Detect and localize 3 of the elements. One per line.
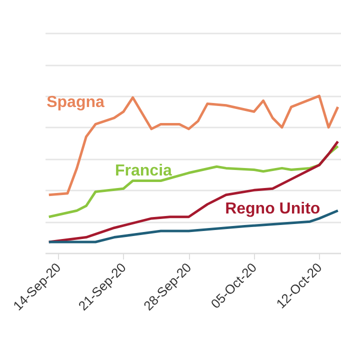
series-label: Francia xyxy=(115,162,172,180)
series-label: Regno Unito xyxy=(225,200,320,218)
series-label: Spagna xyxy=(46,94,104,112)
